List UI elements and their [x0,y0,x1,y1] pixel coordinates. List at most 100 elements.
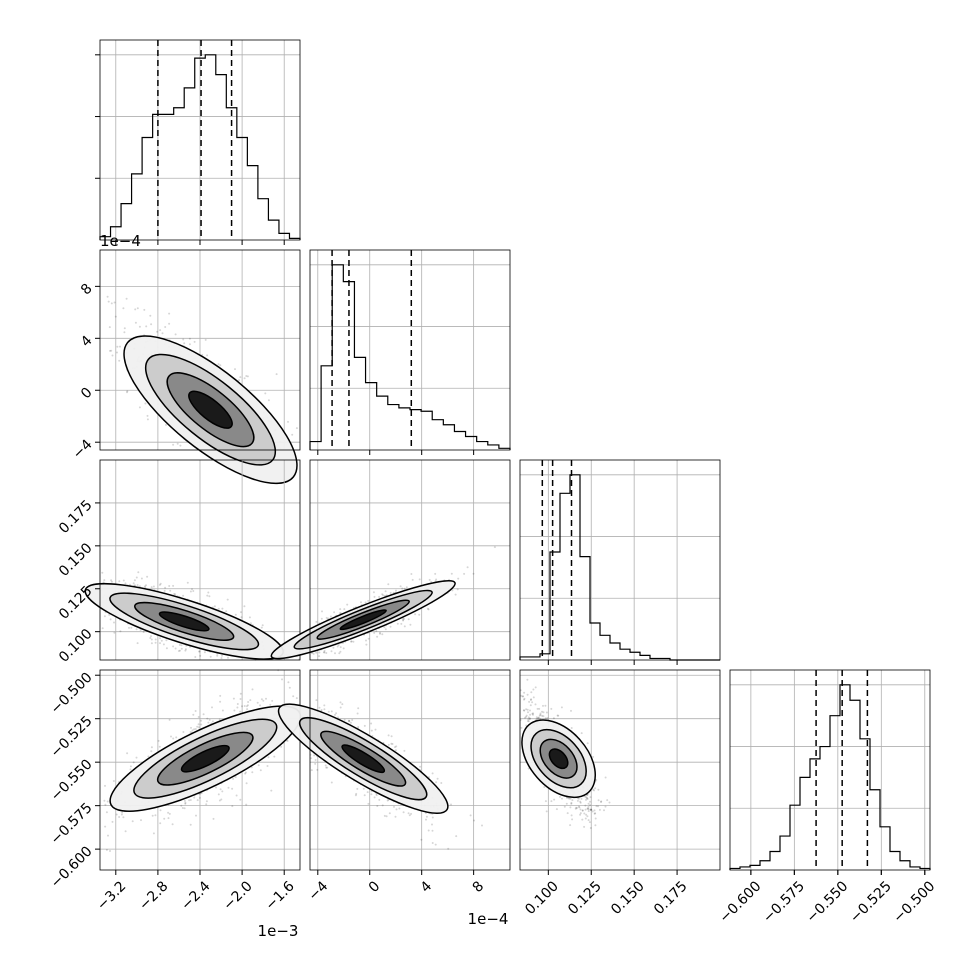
sample-point [206,717,209,720]
sample-point [165,639,168,642]
sample-point [157,739,160,742]
sample-point [159,637,161,640]
sample-point [108,613,111,616]
sample-point [373,631,376,634]
axes-frame [99,459,301,661]
sample-point [545,810,548,813]
sample-point [546,717,549,719]
sample-point [472,572,475,575]
sample-point [150,638,153,641]
sample-point [578,806,581,809]
sample-point [527,711,529,714]
density-contour [188,390,233,429]
sample-point [327,617,330,620]
sample-point [580,797,583,800]
sample-point [378,798,381,801]
sample-point [365,639,367,642]
sample-point [208,595,211,598]
scatter-panel-p3-p1 [277,669,511,871]
hist-panel-p0 [95,39,301,241]
sample-point [393,805,395,808]
sample-point [125,297,128,300]
sample-point [589,827,592,829]
sample-point [463,572,466,575]
sample-point [403,749,406,752]
sample-point [126,752,129,755]
sample-point [591,810,594,813]
density-contour [158,611,210,632]
sample-point [357,707,360,710]
sample-point [150,750,153,753]
sample-point [179,649,181,652]
sample-point [418,578,421,581]
sample-point [134,321,137,324]
sample-point [129,765,132,768]
sample-point [576,799,579,802]
sample-point [183,807,186,810]
sample-point [570,709,572,712]
sample-point [556,714,559,717]
sample-point [150,642,153,645]
sample-point [528,700,531,703]
sample-point [332,646,335,649]
sample-point [281,678,283,681]
sample-point [240,616,243,619]
sample-point [381,804,384,807]
sample-point [394,749,397,752]
sample-point [126,391,128,394]
sample-point [383,814,386,817]
sample-point [542,711,545,714]
sample-point [440,782,443,784]
sample-point [267,399,270,402]
scatter-panel-p2-p1 [270,459,511,661]
sample-point [362,787,365,790]
sample-point [208,718,211,721]
sample-point [295,697,298,700]
sample-point [384,590,387,593]
sample-point [526,678,529,681]
sample-point [139,629,142,631]
sample-point [264,392,267,395]
sample-point [195,814,197,817]
sample-point [257,764,260,767]
hist-panel-p3 [729,669,931,871]
sample-point [394,746,396,749]
sample-point [232,697,235,700]
axes-frame [729,669,931,871]
sample-point [234,368,236,371]
sample-point [363,724,366,727]
sample-point [138,406,141,409]
sample-point [343,608,346,611]
sample-point [383,626,386,629]
sample-point [231,805,234,808]
sample-point [245,782,248,785]
sample-point [447,847,450,850]
sample-point [227,786,230,789]
sample-point [291,433,294,436]
sample-point [217,363,220,366]
sample-point [597,799,600,802]
sample-point [310,757,313,760]
sample-point [339,608,342,611]
sample-point [190,726,192,729]
sample-point [375,630,378,632]
sample-point [245,375,248,377]
sample-point [251,771,254,774]
sample-point [329,615,332,618]
sample-point [219,788,222,791]
sample-point [114,315,117,318]
sample-point [146,418,149,421]
sample-point [455,835,458,838]
sample-point [216,654,219,657]
sample-point [366,791,369,794]
sample-point [318,651,321,654]
sample-point [249,699,252,702]
sample-point [213,605,216,608]
sample-point [106,800,109,803]
sample-point [173,593,176,595]
sample-point [350,640,353,643]
sample-point [532,688,535,691]
hist-panel-p1 [309,249,511,451]
sample-point [138,325,141,328]
sample-point [324,764,327,767]
